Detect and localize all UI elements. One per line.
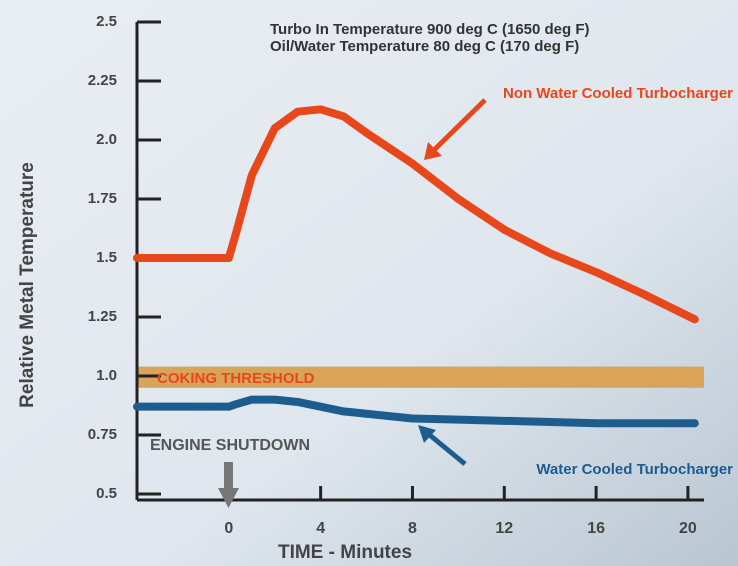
y-tick-label: 2.5	[96, 13, 117, 30]
x-axis-label: TIME - Minutes	[278, 542, 412, 563]
x-tick-label: 8	[408, 520, 417, 537]
x-tick-label: 4	[316, 520, 325, 537]
shutdown-arrow	[224, 462, 233, 490]
plot: 0.5 0.75 1.0 1.25 1.5 1.75 2.0 2.25 2.5 0 4 8 12 16 20	[88, 13, 704, 537]
y-tick-label: 1.5	[96, 249, 117, 266]
pointer-arrow-head	[424, 142, 442, 160]
annotation: ENGINE SHUTDOWN	[150, 437, 310, 454]
y-tick-label: 1.0	[96, 367, 117, 384]
x-tick-label: 20	[679, 520, 697, 537]
pointer-arrow	[430, 98, 487, 154]
y-tick-label: 1.25	[88, 308, 117, 325]
y-tick-label: 2.0	[96, 131, 117, 148]
threshold-band	[137, 366, 704, 388]
y-tick-label: 1.75	[88, 190, 117, 207]
pointer-arrow	[424, 430, 467, 466]
annotation: COKING THRESHOLD	[157, 370, 315, 387]
annotation: Oil/Water Temperature 80 deg C (170 deg …	[270, 38, 579, 55]
y-tick-label: 0.5	[96, 485, 117, 502]
legend-label: Water Cooled Turbocharger	[536, 461, 733, 478]
x-tick-label: 0	[224, 520, 233, 537]
series-line	[133, 105, 699, 324]
annotation: Turbo In Temperature 900 deg C (1650 deg…	[270, 21, 590, 38]
y-tick-label: 2.25	[88, 72, 117, 89]
pointer-arrow-head	[418, 425, 436, 443]
x-tick-label: 16	[587, 520, 605, 537]
y-axis-label: Relative Metal Temperature	[17, 162, 38, 408]
y-tick-label: 0.75	[88, 426, 117, 443]
x-tick-label: 12	[495, 520, 513, 537]
shutdown-arrow-head	[218, 488, 239, 508]
series-line	[133, 395, 699, 428]
legend-label: Non Water Cooled Turbocharger	[503, 85, 733, 102]
